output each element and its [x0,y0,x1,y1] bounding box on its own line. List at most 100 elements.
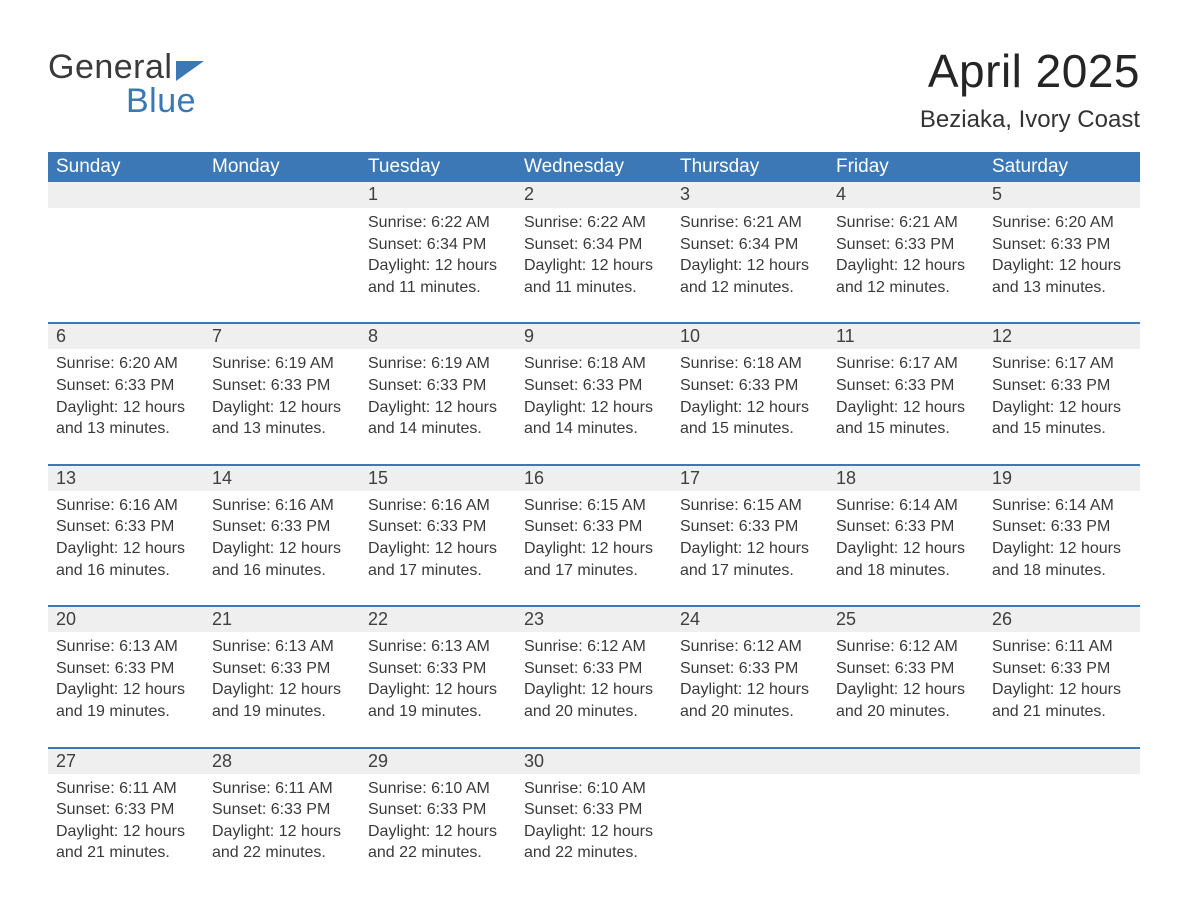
sunrise-text: Sunrise: 6:18 AM [524,353,664,375]
weekday-header: Friday [828,152,984,182]
day-content-cell [204,208,360,323]
daylight-text: Daylight: 12 hours and 17 minutes. [680,538,820,581]
day-number-cell: 18 [828,465,984,491]
day-content-cell [828,774,984,888]
day-number-cell: 25 [828,606,984,632]
sunrise-text: Sunrise: 6:11 AM [56,778,196,800]
sunset-text: Sunset: 6:33 PM [524,658,664,680]
day-content-cell [672,774,828,888]
day-content-cell: Sunrise: 6:19 AMSunset: 6:33 PMDaylight:… [204,349,360,464]
day-content-cell: Sunrise: 6:12 AMSunset: 6:33 PMDaylight:… [516,632,672,747]
daylight-text: Daylight: 12 hours and 18 minutes. [992,538,1132,581]
day-number-cell: 14 [204,465,360,491]
day-content-row: Sunrise: 6:16 AMSunset: 6:33 PMDaylight:… [48,491,1140,606]
sunrise-text: Sunrise: 6:14 AM [836,495,976,517]
daylight-text: Daylight: 12 hours and 12 minutes. [680,255,820,298]
sunrise-text: Sunrise: 6:13 AM [368,636,508,658]
sunrise-text: Sunrise: 6:19 AM [212,353,352,375]
daylight-text: Daylight: 12 hours and 11 minutes. [524,255,664,298]
daylight-text: Daylight: 12 hours and 14 minutes. [524,397,664,440]
day-content-cell: Sunrise: 6:14 AMSunset: 6:33 PMDaylight:… [984,491,1140,606]
day-content-cell: Sunrise: 6:13 AMSunset: 6:33 PMDaylight:… [204,632,360,747]
sunrise-text: Sunrise: 6:13 AM [212,636,352,658]
sunset-text: Sunset: 6:33 PM [992,234,1132,256]
sunrise-text: Sunrise: 6:12 AM [524,636,664,658]
day-number-cell: 2 [516,182,672,208]
calendar-table: SundayMondayTuesdayWednesdayThursdayFrid… [48,152,1140,888]
daylight-text: Daylight: 12 hours and 17 minutes. [368,538,508,581]
sunset-text: Sunset: 6:34 PM [680,234,820,256]
daylight-text: Daylight: 12 hours and 20 minutes. [680,679,820,722]
sunset-text: Sunset: 6:33 PM [992,516,1132,538]
day-number-cell: 20 [48,606,204,632]
daylight-text: Daylight: 12 hours and 19 minutes. [368,679,508,722]
sunset-text: Sunset: 6:33 PM [212,799,352,821]
day-number-cell [204,182,360,208]
day-content-row: Sunrise: 6:20 AMSunset: 6:33 PMDaylight:… [48,349,1140,464]
weekday-header: Sunday [48,152,204,182]
sunset-text: Sunset: 6:33 PM [56,375,196,397]
sunset-text: Sunset: 6:33 PM [524,516,664,538]
daylight-text: Daylight: 12 hours and 17 minutes. [524,538,664,581]
sunset-text: Sunset: 6:33 PM [836,375,976,397]
sunrise-text: Sunrise: 6:15 AM [680,495,820,517]
day-number-cell: 29 [360,748,516,774]
sunset-text: Sunset: 6:33 PM [680,658,820,680]
sunrise-text: Sunrise: 6:22 AM [368,212,508,234]
day-number-cell: 16 [516,465,672,491]
day-content-cell: Sunrise: 6:18 AMSunset: 6:33 PMDaylight:… [516,349,672,464]
sunset-text: Sunset: 6:33 PM [56,799,196,821]
logo-text-blue: Blue [126,84,204,118]
daylight-text: Daylight: 12 hours and 13 minutes. [56,397,196,440]
day-number-cell: 13 [48,465,204,491]
day-number-cell: 17 [672,465,828,491]
sunset-text: Sunset: 6:33 PM [56,658,196,680]
day-content-cell: Sunrise: 6:16 AMSunset: 6:33 PMDaylight:… [204,491,360,606]
sunset-text: Sunset: 6:33 PM [836,516,976,538]
day-content-row: Sunrise: 6:11 AMSunset: 6:33 PMDaylight:… [48,774,1140,888]
day-number-cell: 4 [828,182,984,208]
day-number-row: 20212223242526 [48,606,1140,632]
day-content-cell: Sunrise: 6:13 AMSunset: 6:33 PMDaylight:… [360,632,516,747]
location: Beziaka, Ivory Coast [920,106,1140,134]
daylight-text: Daylight: 12 hours and 22 minutes. [524,821,664,864]
day-number-cell: 26 [984,606,1140,632]
day-content-cell: Sunrise: 6:15 AMSunset: 6:33 PMDaylight:… [516,491,672,606]
sunrise-text: Sunrise: 6:18 AM [680,353,820,375]
sunrise-text: Sunrise: 6:20 AM [992,212,1132,234]
sunrise-text: Sunrise: 6:12 AM [836,636,976,658]
day-number-cell: 21 [204,606,360,632]
day-content-cell: Sunrise: 6:12 AMSunset: 6:33 PMDaylight:… [828,632,984,747]
day-number-cell: 15 [360,465,516,491]
day-number-cell: 10 [672,323,828,349]
logo-triangle-icon [176,61,204,81]
weekday-header: Wednesday [516,152,672,182]
sunrise-text: Sunrise: 6:15 AM [524,495,664,517]
sunset-text: Sunset: 6:34 PM [368,234,508,256]
sunset-text: Sunset: 6:33 PM [368,799,508,821]
day-content-cell: Sunrise: 6:18 AMSunset: 6:33 PMDaylight:… [672,349,828,464]
day-number-cell: 30 [516,748,672,774]
day-content-cell: Sunrise: 6:16 AMSunset: 6:33 PMDaylight:… [360,491,516,606]
sunset-text: Sunset: 6:33 PM [212,658,352,680]
weekday-header: Tuesday [360,152,516,182]
daylight-text: Daylight: 12 hours and 19 minutes. [56,679,196,722]
sunrise-text: Sunrise: 6:13 AM [56,636,196,658]
sunrise-text: Sunrise: 6:16 AM [212,495,352,517]
daylight-text: Daylight: 12 hours and 11 minutes. [368,255,508,298]
sunrise-text: Sunrise: 6:17 AM [836,353,976,375]
day-number-cell: 5 [984,182,1140,208]
sunset-text: Sunset: 6:33 PM [992,658,1132,680]
day-number-cell [828,748,984,774]
sunset-text: Sunset: 6:33 PM [56,516,196,538]
daylight-text: Daylight: 12 hours and 22 minutes. [368,821,508,864]
sunset-text: Sunset: 6:33 PM [680,516,820,538]
day-content-cell [984,774,1140,888]
day-content-cell: Sunrise: 6:12 AMSunset: 6:33 PMDaylight:… [672,632,828,747]
sunrise-text: Sunrise: 6:21 AM [680,212,820,234]
daylight-text: Daylight: 12 hours and 14 minutes. [368,397,508,440]
sunrise-text: Sunrise: 6:11 AM [992,636,1132,658]
sunset-text: Sunset: 6:33 PM [836,234,976,256]
logo-text-general: General [48,50,172,84]
weekday-header-row: SundayMondayTuesdayWednesdayThursdayFrid… [48,152,1140,182]
